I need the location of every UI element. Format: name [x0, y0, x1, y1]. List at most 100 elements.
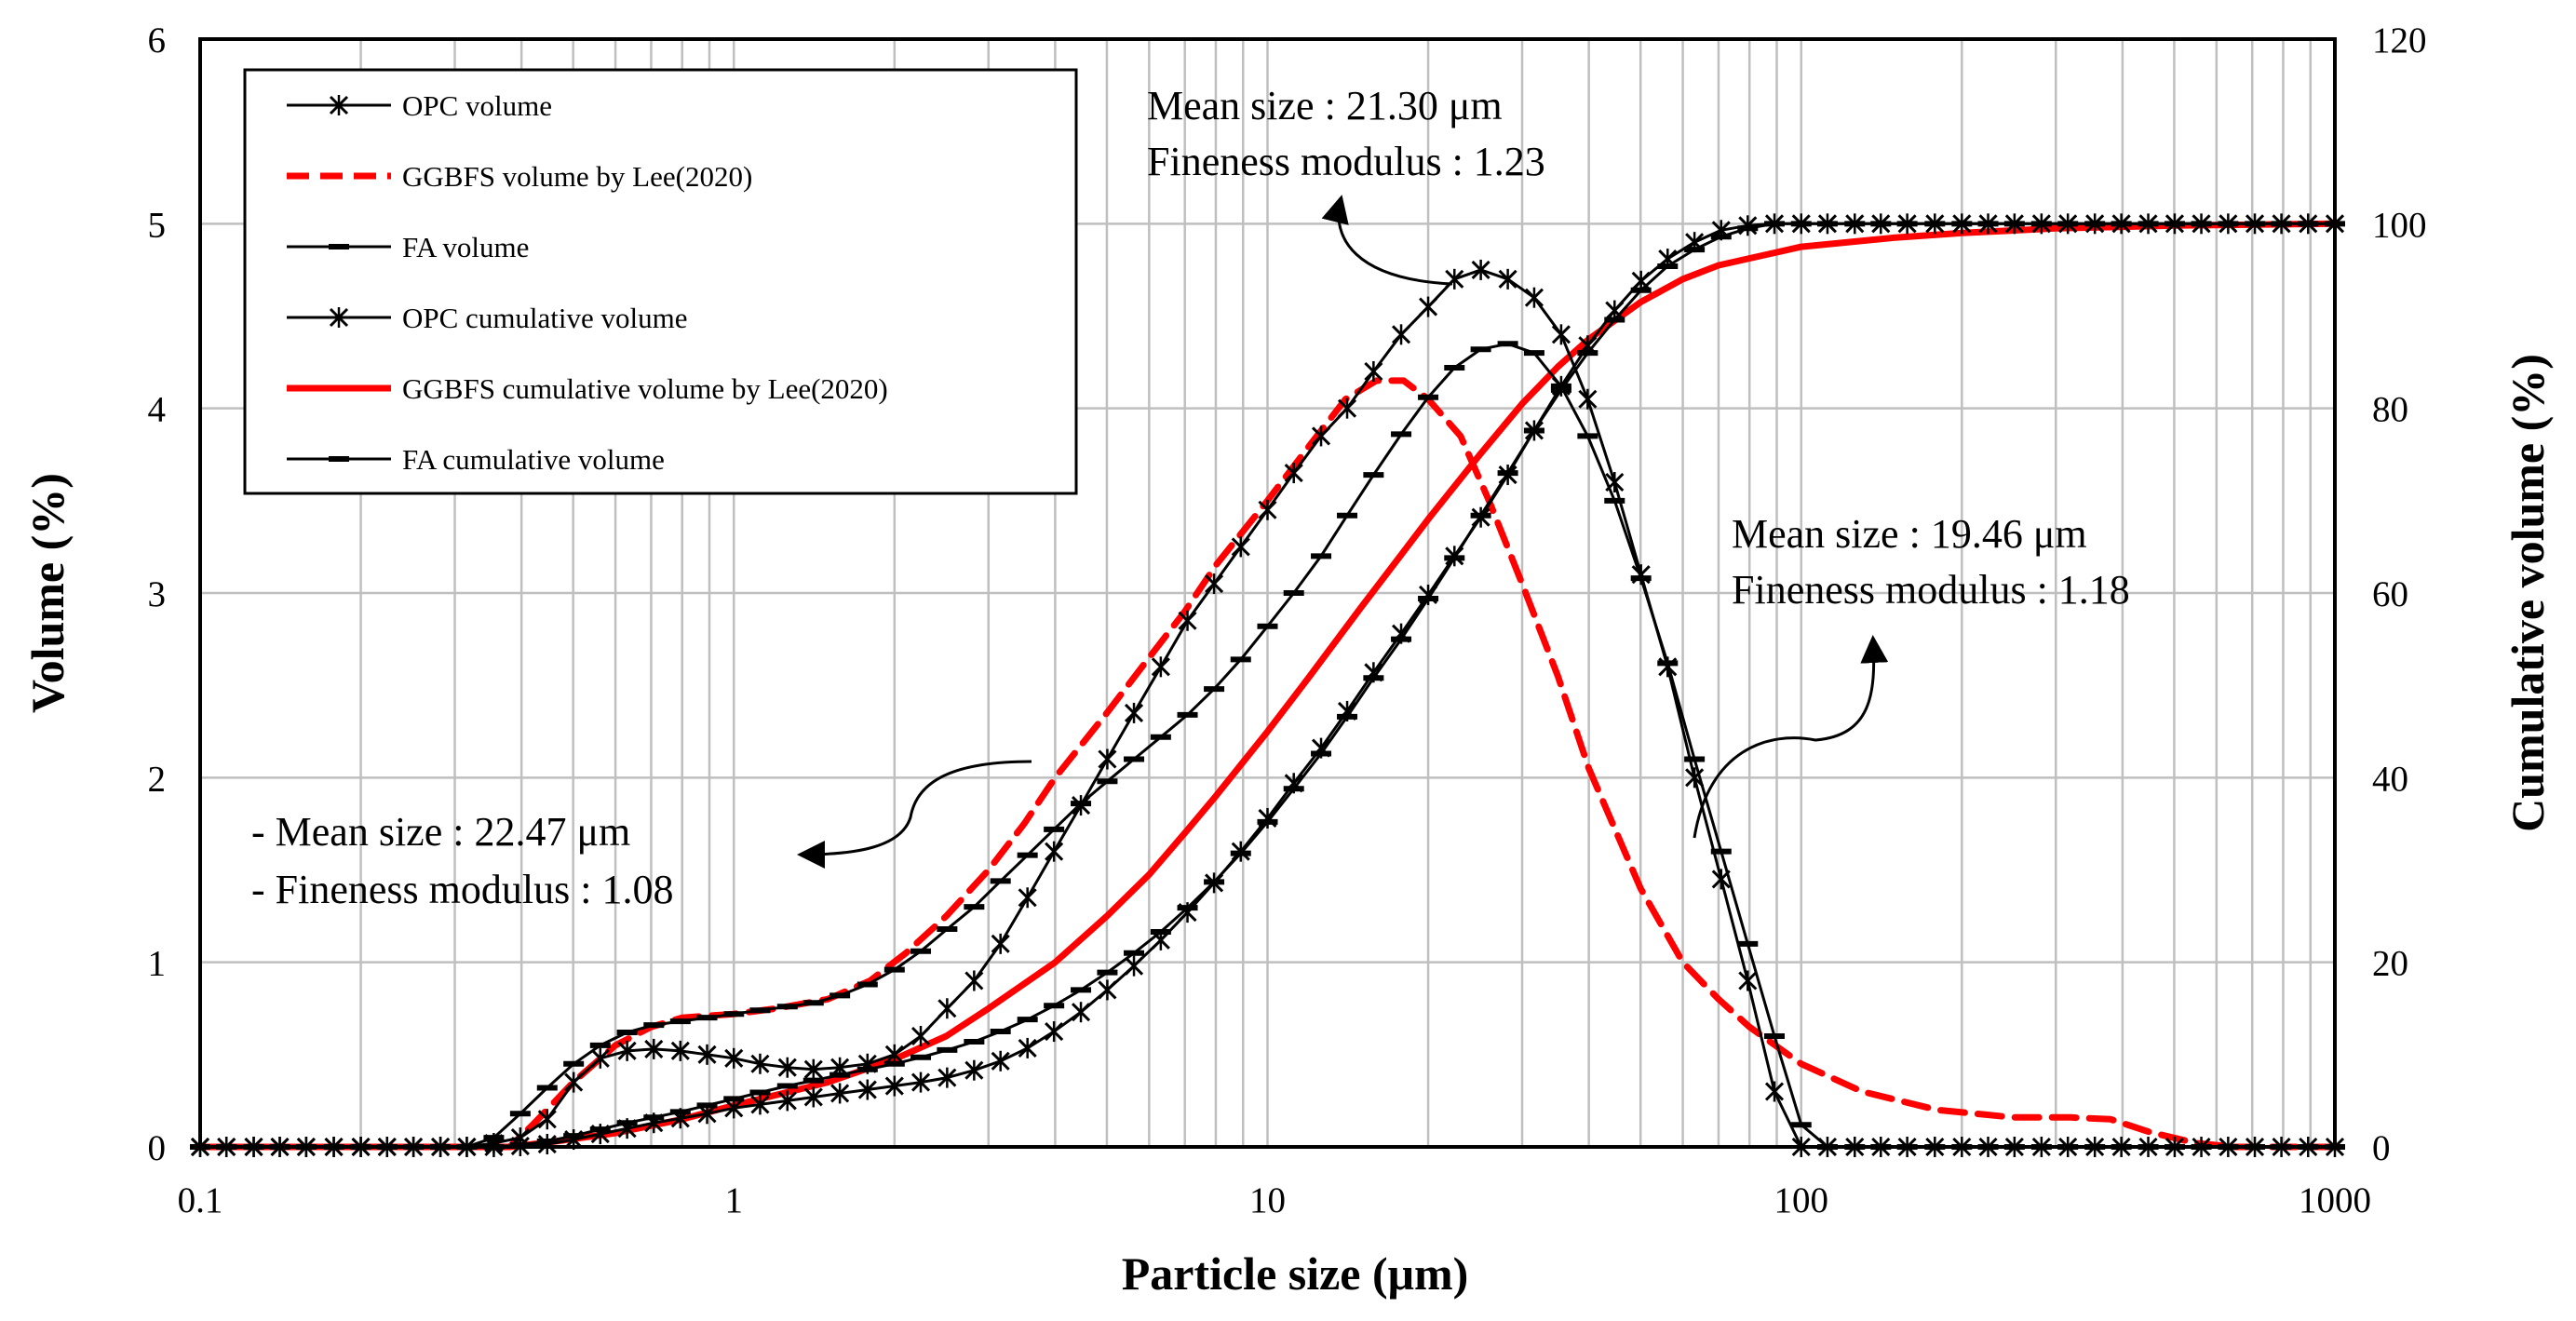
opc-cumulative-volume-point — [830, 1083, 850, 1104]
y2-tick-label: 40 — [2372, 759, 2408, 799]
y-tick-label: 2 — [148, 759, 167, 799]
opc-cumulative-volume-point — [1045, 1021, 1064, 1043]
legend-label: OPC volume — [402, 89, 552, 122]
y2-tick-label: 80 — [2372, 390, 2408, 430]
y2-tick-label: 100 — [2372, 205, 2427, 245]
y2-axis-title: Cumulative volume (%) — [2502, 354, 2554, 832]
opc-volume-point — [750, 1053, 770, 1074]
opc-volume-point — [1498, 268, 1517, 290]
x-axis-title: Particle size (μm) — [1122, 1247, 1469, 1300]
opc-cumulative-volume-point — [910, 1072, 931, 1093]
opc-volume-point — [644, 1038, 664, 1059]
opc-volume-point — [1471, 259, 1490, 280]
opc-cumulative-volume-point — [991, 1050, 1010, 1072]
legend-item-fa-volume: FA volume — [287, 231, 529, 263]
legend-item-ggbfs-volume-by-lee-2020: GGBFS volume by Lee(2020) — [287, 160, 752, 193]
opc-cumulative-volume-point — [857, 1079, 877, 1100]
opc-volume-point — [537, 1109, 557, 1130]
y2-tick-label: 20 — [2372, 944, 2408, 984]
y-tick-label: 6 — [148, 20, 167, 61]
annotation-opc-line-2: Fineness modulus : 1.23 — [1147, 139, 1545, 184]
legend-label: GGBFS volume by Lee(2020) — [402, 160, 752, 193]
opc-cumulative-volume-point — [777, 1090, 797, 1112]
legend-label: FA volume — [402, 231, 529, 263]
opc-cumulative-volume-point — [1258, 807, 1277, 829]
legend-label: GGBFS cumulative volume by Lee(2020) — [402, 372, 888, 405]
opc-volume-point — [964, 970, 984, 991]
opc-cumulative-volume-point — [1124, 955, 1144, 977]
opc-volume-point — [590, 1047, 610, 1069]
opc-volume-point — [1364, 361, 1383, 382]
opc-cumulative-volume-point — [937, 1067, 957, 1088]
opc-cumulative-volume-point — [1071, 1002, 1091, 1023]
y2-tick-label: 120 — [2372, 20, 2427, 61]
legend-item-opc-volume: OPC volume — [287, 89, 552, 122]
annotation-ggbfs-arrow — [797, 760, 1032, 869]
opc-cumulative-volume-point — [964, 1059, 984, 1081]
y-tick-labels: 0 1 2 3 4 5 6 — [148, 20, 167, 1168]
annotation-fa-line-1: Mean size : 19.46 μm — [1732, 511, 2087, 557]
opc-volume-point — [1098, 748, 1117, 770]
opc-volume-point — [1419, 296, 1438, 317]
opc-volume-point — [1284, 463, 1303, 484]
y-tick-label: 5 — [148, 205, 167, 245]
x-tick-label: 100 — [1774, 1180, 1829, 1220]
annotation-opc: Mean size : 21.30 μm Fineness modulus : … — [1147, 83, 1545, 286]
opc-volume-point — [1764, 1081, 1785, 1102]
legend-item-opc-cumulative-volume: OPC cumulative volume — [287, 302, 688, 334]
opc-volume-point — [1258, 499, 1277, 520]
opc-volume-point — [1231, 536, 1250, 558]
opc-volume-point — [724, 1047, 744, 1069]
opc-volume-point — [617, 1040, 637, 1061]
annotation-fa: Mean size : 19.46 μm Fineness modulus : … — [1693, 511, 2130, 839]
annotation-fa-line-2: Fineness modulus : 1.18 — [1732, 567, 2130, 613]
legend-swatch-marker — [329, 95, 349, 115]
y-tick-label: 0 — [148, 1128, 167, 1168]
opc-cumulative-volume-point — [884, 1075, 904, 1097]
opc-volume-point — [1445, 268, 1464, 290]
y2-tick-label: 0 — [2372, 1128, 2391, 1168]
opc-volume-point — [910, 1026, 931, 1046]
opc-volume-point — [1205, 573, 1224, 595]
opc-cumulative-volume-point — [1018, 1037, 1037, 1058]
annotation-ggbfs-line-2: - Fineness modulus : 1.08 — [251, 867, 673, 912]
y2-tick-label: 60 — [2372, 574, 2408, 614]
legend: OPC volume GGBFS volume by Lee(2020) FA vo… — [243, 68, 1078, 495]
opc-volume-point — [937, 998, 957, 1019]
legend-item-ggbfs-cumulative-volume-by-lee-2020: GGBFS cumulative volume by Lee(2020) — [287, 372, 888, 405]
annotation-opc-arrow — [1321, 195, 1453, 286]
opc-cumulative-volume-point — [803, 1086, 823, 1108]
opc-volume-point — [564, 1072, 584, 1093]
opc-cumulative-volume-point — [750, 1094, 770, 1115]
opc-volume-point — [1337, 398, 1357, 419]
legend-label: OPC cumulative volume — [402, 302, 688, 334]
opc-volume-point — [1018, 887, 1037, 909]
y-tick-label: 3 — [148, 574, 167, 614]
opc-volume-point — [991, 933, 1010, 954]
opc-volume-point — [1151, 656, 1170, 678]
y-tick-label: 4 — [148, 390, 167, 430]
opc-volume-point — [777, 1057, 797, 1078]
opc-volume-point — [1524, 287, 1544, 308]
x-tick-labels: 0.1 1 10 100 1000 — [178, 1180, 2371, 1220]
y-tick-label: 1 — [148, 944, 167, 984]
legend-item-fa-cumulative-volume: FA cumulative volume — [287, 443, 665, 476]
opc-volume-point — [1124, 702, 1144, 723]
opc-volume-point — [803, 1058, 823, 1080]
y-axis-title: Volume (%) — [21, 473, 74, 713]
x-tick-label: 1000 — [2299, 1180, 2371, 1220]
opc-volume-point — [1045, 841, 1064, 862]
opc-volume-point — [697, 1044, 717, 1065]
opc-volume-point — [1578, 388, 1598, 410]
annotation-fa-arrow — [1693, 635, 1889, 839]
legend-swatch-marker — [329, 307, 349, 328]
x-tick-label: 0.1 — [178, 1180, 223, 1220]
x-tick-label: 1 — [725, 1180, 744, 1220]
opc-volume-point — [1178, 610, 1197, 631]
opc-volume-point — [1311, 425, 1331, 447]
legend-box — [243, 68, 1078, 495]
opc-cumulative-volume-point — [1098, 979, 1117, 1001]
x-tick-label: 10 — [1249, 1180, 1286, 1220]
opc-volume-point — [1391, 324, 1411, 345]
